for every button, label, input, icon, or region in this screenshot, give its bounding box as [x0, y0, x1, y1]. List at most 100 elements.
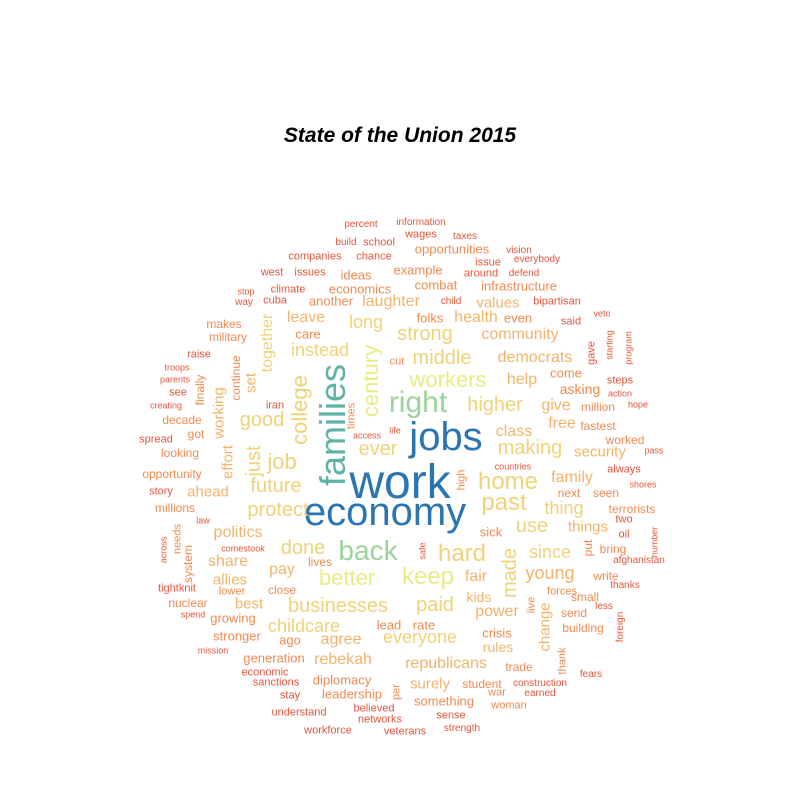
word-generation: generation — [243, 650, 305, 666]
word-century: century — [358, 344, 383, 418]
word-instead: instead — [290, 340, 350, 360]
word-opportunity: opportunity — [142, 467, 202, 481]
word-surely: surely — [409, 675, 451, 693]
word-stronger: stronger — [213, 628, 261, 644]
word-combat: combat — [414, 277, 458, 293]
word-change: change — [536, 602, 554, 652]
word-security: security — [574, 443, 626, 461]
word-something: something — [414, 693, 474, 709]
word-gave: gave — [585, 341, 598, 365]
word-politics: politics — [213, 524, 263, 541]
word-set: set — [242, 372, 260, 394]
word-even: even — [503, 310, 533, 326]
word-seen: seen — [592, 486, 620, 500]
word-work: work — [349, 456, 451, 509]
word-rate: rate — [412, 617, 436, 633]
word-system: system — [181, 544, 195, 584]
word-community: community — [481, 326, 559, 343]
word-infrastructure: infrastructure — [481, 278, 557, 294]
word-comestook: comestook — [221, 543, 265, 554]
word-worked: worked — [605, 433, 645, 447]
word-said: said — [560, 315, 582, 328]
word-ever: ever — [358, 438, 398, 460]
word-starting: starting — [604, 330, 615, 360]
word-agree: agree — [320, 631, 362, 648]
word-defend: defend — [508, 268, 540, 279]
word-networks: networks — [357, 713, 403, 726]
word-military: military — [209, 330, 247, 344]
word-past: past — [481, 489, 527, 516]
word-pay: pay — [269, 561, 295, 578]
word-share: share — [207, 553, 249, 570]
word-taxes: taxes — [453, 231, 477, 242]
word-war: war — [488, 686, 506, 699]
word-fair: fair — [464, 568, 488, 585]
word-everyone: everyone — [382, 627, 458, 647]
word-construction: construction — [513, 678, 567, 689]
word-leave: leave — [286, 309, 326, 326]
word-vision: vision — [506, 245, 532, 256]
word-oil: oil — [618, 528, 630, 541]
word-parents: parents — [159, 374, 191, 385]
word-paid: paid — [416, 594, 454, 616]
word-tightknit: tightknit — [158, 582, 196, 595]
word-jobs: jobs — [409, 415, 483, 459]
word-west: west — [260, 266, 284, 279]
word-build: build — [335, 237, 357, 248]
word-childcare: childcare — [267, 616, 341, 636]
word-always: always — [607, 463, 641, 476]
word-making: making — [497, 437, 563, 459]
word-health: health — [454, 309, 498, 326]
word-thank: thank — [556, 647, 569, 675]
word-program: program — [623, 331, 634, 365]
word-care: care — [295, 326, 321, 342]
word-future: future — [250, 475, 302, 497]
word-millions: millions — [154, 501, 196, 515]
word-rebekah: rebekah — [314, 651, 372, 668]
word-sick: sick — [479, 524, 503, 540]
word-cut: cut — [389, 355, 405, 368]
word-young: young — [525, 563, 575, 583]
word-kids: kids — [466, 589, 492, 605]
word-next: next — [557, 486, 581, 500]
word-opportunities: opportunities — [414, 241, 490, 257]
word-shores: shores — [629, 479, 657, 490]
word-laughter: laughter — [362, 293, 420, 310]
word-earned: earned — [524, 688, 556, 699]
word-ideas: ideas — [340, 267, 372, 283]
word-story: story — [149, 485, 173, 498]
word-republicans: republicans — [405, 655, 487, 672]
word-made: made — [499, 547, 521, 599]
word-raise: raise — [187, 348, 211, 361]
word-safe: safe — [417, 542, 428, 560]
word-come: come — [550, 365, 582, 381]
word-economics: economics — [328, 281, 392, 297]
word-better: better — [318, 565, 376, 590]
word-middle: middle — [412, 347, 472, 369]
word-across: across — [158, 536, 169, 564]
word-sanctions: sanctions — [252, 676, 300, 689]
word-thanks: thanks — [610, 580, 640, 591]
word-bring: bring — [599, 542, 627, 556]
word-foreign: foreign — [615, 611, 626, 643]
word-steps: steps — [606, 374, 634, 387]
word-number: number — [649, 526, 660, 558]
word-democrats: democrats — [497, 349, 573, 366]
word-pass: pass — [644, 445, 664, 456]
word-strong: strong — [397, 323, 453, 345]
word-businesses: businesses — [287, 595, 389, 617]
word-law: law — [196, 515, 210, 526]
word-stay: stay — [279, 689, 301, 702]
word-looking: looking — [160, 446, 200, 460]
word-everybody: everybody — [513, 254, 561, 265]
word-stop: stop — [237, 286, 255, 297]
word-access: access — [352, 430, 382, 441]
word-understand: understand — [271, 706, 327, 719]
word-lower: lower — [218, 585, 246, 598]
word-percent: percent — [344, 219, 378, 230]
word-send: send — [560, 606, 588, 620]
word-information: information — [396, 217, 446, 228]
word-student: student — [462, 677, 502, 691]
word-class: class — [495, 423, 533, 440]
